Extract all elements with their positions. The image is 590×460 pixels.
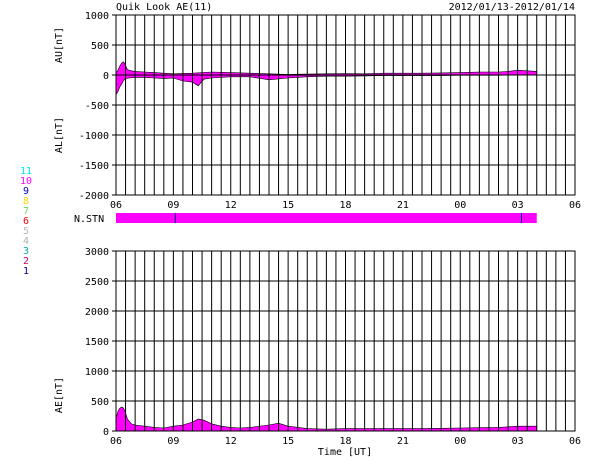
plot-frame bbox=[115, 250, 576, 432]
station-label: N.STN bbox=[74, 214, 104, 225]
x-tick-label: 09 bbox=[167, 200, 179, 211]
y-tick-label: -2000 bbox=[79, 191, 109, 202]
y-tick-label: 1000 bbox=[85, 367, 109, 378]
x-tick-label: 00 bbox=[454, 436, 466, 447]
x-tick-label: 21 bbox=[397, 436, 409, 447]
y-axis-label: AU[nT] bbox=[54, 27, 65, 63]
y-tick-label: 2000 bbox=[85, 307, 109, 318]
y-axis-label: AE[nT] bbox=[54, 377, 65, 413]
x-tick-label: 03 bbox=[512, 200, 524, 211]
x-tick-label: 06 bbox=[569, 436, 581, 447]
station-coverage-bar bbox=[116, 213, 537, 223]
y-axis-label: AL[nT] bbox=[54, 117, 65, 153]
y-tick-label: -1000 bbox=[79, 131, 109, 142]
station-legend-item: 10 bbox=[20, 176, 32, 187]
y-tick-label: -1500 bbox=[79, 161, 109, 172]
x-tick-label: 00 bbox=[454, 200, 466, 211]
station-legend-item: 8 bbox=[23, 196, 29, 207]
y-tick-label: 1000 bbox=[85, 11, 109, 22]
station-strip: N.STN bbox=[74, 213, 537, 225]
x-tick-label: 12 bbox=[225, 436, 237, 447]
chart-title: Quik Look AE(11) bbox=[116, 2, 212, 13]
station-legend-item: 11 bbox=[20, 166, 32, 177]
plot-frame bbox=[115, 14, 576, 196]
x-tick-label: 18 bbox=[339, 200, 351, 211]
y-tick-label: 500 bbox=[91, 41, 109, 52]
x-axis-label: Time [UT] bbox=[318, 447, 372, 458]
station-legend-item: 2 bbox=[23, 256, 29, 267]
x-tick-label: 15 bbox=[282, 200, 294, 211]
x-tick-label: 03 bbox=[512, 436, 524, 447]
y-tick-label: 0 bbox=[103, 427, 109, 438]
x-tick-label: 06 bbox=[110, 436, 122, 447]
station-legend-item: 4 bbox=[23, 236, 29, 247]
y-tick-label: 1500 bbox=[85, 337, 109, 348]
x-tick-label: 21 bbox=[397, 200, 409, 211]
station-legend-item: 1 bbox=[23, 266, 29, 277]
ae-panel: 0 500 1000 1500 2000 2500 3000 06 09 12 15 18 21 00 03… bbox=[54, 247, 581, 447]
y-tick-label: 0 bbox=[103, 71, 109, 82]
station-legend-item: 5 bbox=[23, 226, 29, 237]
x-tick-label: 09 bbox=[167, 436, 179, 447]
station-legend-item: 6 bbox=[23, 216, 29, 227]
station-legend-item: 9 bbox=[23, 186, 29, 197]
x-tick-label: 12 bbox=[225, 200, 237, 211]
y-tick-label: 500 bbox=[91, 397, 109, 408]
y-tick-label: 3000 bbox=[85, 247, 109, 258]
y-tick-label: -500 bbox=[85, 101, 109, 112]
date-range: 2012/01/13-2012/01/14 bbox=[449, 2, 575, 13]
x-tick-label: 15 bbox=[282, 436, 294, 447]
station-legend-item: 7 bbox=[23, 206, 29, 217]
au-al-panel: -2000 -1500 -1000 -500 0 500 1000 06 09 12 15 18 21 0… bbox=[54, 11, 581, 211]
y-tick-label: 2500 bbox=[85, 277, 109, 288]
station-legend-item: 3 bbox=[23, 246, 29, 257]
x-tick-label: 18 bbox=[339, 436, 351, 447]
x-tick-label: 06 bbox=[110, 200, 122, 211]
x-tick-label: 06 bbox=[569, 200, 581, 211]
